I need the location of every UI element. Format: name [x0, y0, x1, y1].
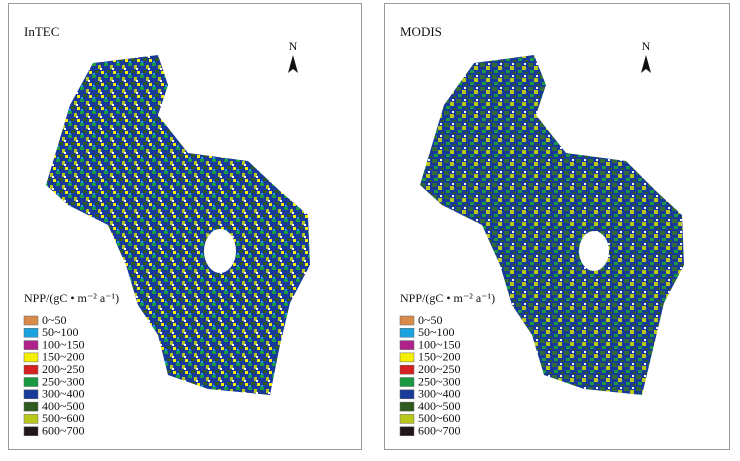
legend-swatch: [399, 340, 415, 350]
legend-label: 0~50: [42, 313, 67, 327]
legend-label: 200~250: [42, 362, 85, 376]
legend-label: 50~100: [418, 325, 455, 339]
legend-swatch: [399, 414, 415, 424]
legend-label: 100~150: [418, 337, 461, 351]
legend-label: 250~300: [42, 374, 85, 388]
legend-label: 500~600: [418, 411, 461, 425]
npp-map: [46, 55, 310, 395]
legend-swatch: [399, 328, 415, 338]
legend-label: 200~250: [418, 362, 461, 376]
panel: InTEC N NPP/(gC • m⁻² a⁻¹) 0~5050~100100~15…: [8, 3, 362, 450]
legend-swatch: [23, 426, 39, 436]
legend-swatch: [23, 414, 39, 424]
legend-swatch: [399, 401, 415, 412]
legend-label: 400~500: [42, 399, 85, 413]
legend-swatch: [23, 401, 39, 412]
panel-title: MODIS: [400, 24, 442, 39]
legend-label: 50~100: [42, 325, 79, 339]
legend-swatch: [399, 364, 415, 375]
north-arrow: [641, 55, 651, 73]
npp-map: [420, 55, 684, 395]
legend-swatch: [23, 315, 39, 326]
legend-swatch: [399, 315, 415, 326]
legend-swatch: [23, 352, 39, 363]
legend-label: 300~400: [42, 387, 85, 401]
lake: [204, 229, 236, 273]
legend-label: 500~600: [42, 411, 85, 425]
legend-label: 0~50: [418, 313, 443, 327]
legend-swatch: [399, 377, 415, 387]
legend-title: NPP/(gC • m⁻² a⁻¹): [24, 291, 119, 305]
north-arrow: [288, 55, 298, 73]
legend-swatch: [399, 426, 415, 436]
north-label: N: [642, 39, 651, 53]
panel-title: InTEC: [24, 24, 59, 39]
legend-label: 400~500: [418, 399, 461, 413]
legend-swatch: [23, 377, 39, 387]
lake: [579, 231, 609, 271]
legend-label: 150~200: [418, 350, 461, 364]
legend-swatch: [399, 352, 415, 363]
legend-swatch: [23, 340, 39, 350]
legend-title: NPP/(gC • m⁻² a⁻¹): [400, 291, 495, 305]
legend-swatch: [399, 389, 415, 400]
legend-swatch: [23, 389, 39, 400]
legend-label: 300~400: [418, 387, 461, 401]
legend-label: 150~200: [42, 350, 85, 364]
legend-label: 250~300: [418, 374, 461, 388]
north-label: N: [289, 39, 298, 53]
legend-swatch: [23, 328, 39, 338]
legend-label: 100~150: [42, 337, 85, 351]
legend-label: 600~700: [42, 423, 85, 437]
legend-swatch: [23, 364, 39, 375]
legend-label: 600~700: [418, 423, 461, 437]
panel: MODIS N NPP/(gC • m⁻² a⁻¹) 0~5050~100100~15…: [384, 3, 730, 450]
